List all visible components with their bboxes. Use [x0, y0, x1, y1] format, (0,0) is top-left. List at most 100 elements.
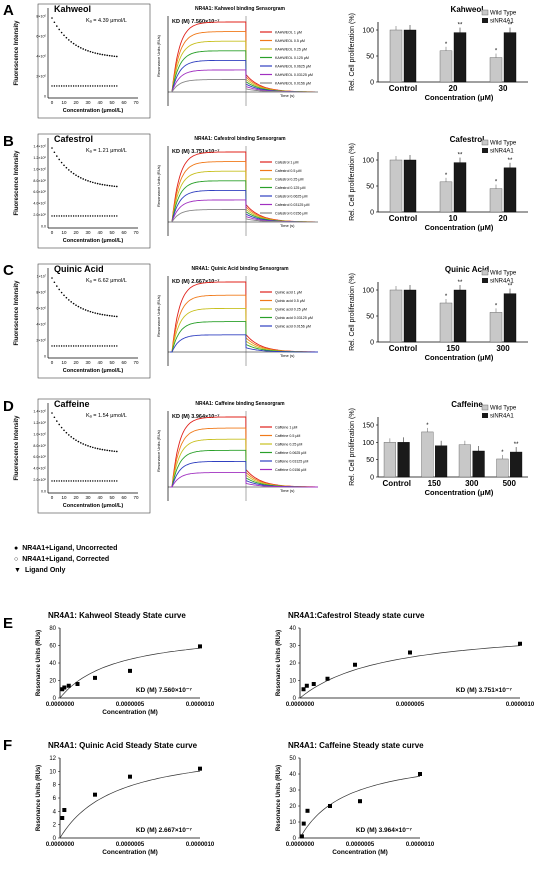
- bar-y-tick-label: 0: [370, 475, 374, 482]
- spr-legend-label: Quinic acid 0.0156 μM: [275, 325, 311, 329]
- steady-y-tick-label: 20: [289, 804, 296, 810]
- bar-sig-si: **: [508, 23, 513, 29]
- fluor-baseline-point: [96, 480, 99, 482]
- bar-sinr4a1: [453, 289, 467, 343]
- panel-letter-f: F: [3, 737, 13, 754]
- spr-title: NR4A1: Caffeine binding Sensorgram: [195, 401, 285, 407]
- bar-category-label: 20: [499, 214, 508, 223]
- steady-y-label: Resonance Units (RUs): [276, 630, 282, 696]
- fluor-baseline-point: [96, 85, 99, 87]
- fluor-point: [104, 54, 106, 56]
- fluor-point: [68, 39, 70, 41]
- fluor-y-tick: 0: [44, 95, 46, 99]
- fluor-baseline-point: [113, 345, 116, 347]
- bar-sig-si: **: [458, 280, 463, 286]
- bar-sig-wt: *: [495, 303, 498, 309]
- steady-data-point: [408, 650, 412, 655]
- steady-y-tick-label: 40: [289, 626, 296, 632]
- fluor-point: [53, 151, 56, 154]
- fluor-y-tick: 2.0×10⁵: [33, 478, 46, 482]
- steady-y-label: Resonance Units (RUs): [36, 765, 42, 831]
- fluor-y-tick: 1.2×10⁶: [33, 421, 46, 425]
- bar-wild-type: [489, 312, 503, 343]
- fluor-point: [53, 281, 56, 284]
- steady-x-label: Concentration (M): [332, 849, 388, 856]
- fluor-x-tick: 0: [51, 360, 54, 365]
- fluor-baseline-point: [82, 85, 84, 87]
- fluor-baseline-point: [77, 345, 80, 347]
- fluor-point: [111, 185, 113, 187]
- legend-si-swatch: [482, 413, 488, 418]
- fluor-point: [82, 443, 84, 445]
- spr-x-label: Time (s): [280, 223, 295, 228]
- fluor-x-tick: 70: [133, 230, 139, 235]
- spr-y-label: Resonance Units (RUs): [156, 294, 161, 337]
- legend-si-label: siNR4A1: [490, 414, 514, 420]
- steady-data-point: [325, 676, 330, 681]
- fluor-baseline-point: [113, 85, 116, 87]
- bar-y-label: Rel. Cell proliferation (%): [349, 273, 356, 351]
- spr-legend-label: KAHWEOL 0.03125 μM: [275, 73, 313, 77]
- fluor-baseline-point: [63, 345, 65, 347]
- fluor-baseline-point: [70, 345, 72, 347]
- fluor-baseline-point: [84, 480, 87, 482]
- steady-curve-2: NR4A1: Quinic Acid Steady State curve 0 2 4…: [36, 741, 215, 856]
- spr-legend-label: Quinic acid 0.5 μM: [275, 299, 305, 303]
- fluor-point: [82, 178, 84, 180]
- steady-y-tick-label: 2: [53, 823, 57, 829]
- fluor-baseline-point: [68, 85, 70, 87]
- fluor-baseline-point: [113, 215, 116, 217]
- fluor-baseline-point: [70, 480, 72, 482]
- bar-y-tick-label: 100: [362, 440, 374, 447]
- fluor-point: [96, 447, 99, 450]
- fluor-baseline-point: [94, 85, 96, 87]
- fluor-x-tick: 40: [97, 360, 103, 365]
- bar-y-label: Rel. Cell proliferation (%): [349, 13, 356, 91]
- fluor-baseline-point: [63, 215, 65, 217]
- fluor-y-tick: 0.0: [41, 225, 46, 229]
- fluor-y-tick: 6×10⁶: [36, 307, 46, 311]
- bar-y-tick-label: 50: [366, 54, 374, 61]
- fluor-baseline-point: [108, 345, 111, 347]
- fluor-point: [106, 184, 108, 187]
- fluor-baseline-point: [53, 480, 56, 482]
- fluor-baseline-point: [80, 480, 82, 482]
- spr-legend-label: Caffeine 0.25 μM: [275, 443, 302, 447]
- steady-data-point: [353, 662, 357, 667]
- legend-si-label: siNR4A1: [490, 19, 514, 25]
- legend-wt-swatch: [481, 9, 489, 16]
- spr-x-label: Time (s): [280, 488, 295, 493]
- spr-legend-label: Caffeine 0.0156 μM: [275, 468, 306, 472]
- bar-wild-type: [439, 181, 453, 213]
- fluor-baseline-point: [87, 480, 89, 482]
- steady-y-tick-label: 10: [289, 820, 296, 826]
- fluor-baseline-point: [65, 215, 68, 217]
- legend-wt-label: Wild Type: [490, 271, 517, 277]
- fluor-point: [63, 429, 65, 432]
- fluor-point: [75, 174, 77, 176]
- steady-data-point: [62, 685, 67, 690]
- legend-si-label: siNR4A1: [490, 279, 514, 285]
- bar-sinr4a1: [472, 450, 485, 478]
- fluor-point: [113, 55, 116, 58]
- fluor-point: [92, 311, 94, 314]
- fluor-point: [60, 161, 63, 164]
- fluor-y-tick: 2×10⁶: [36, 339, 46, 343]
- fluor-point: [72, 172, 75, 175]
- fluor-point: [96, 182, 99, 185]
- bar-category-label: Control: [383, 479, 411, 488]
- fluor-point: [101, 313, 104, 316]
- bar-sinr4a1: [435, 445, 448, 478]
- spr-legend-label: Cafestrol 0.03125 μM: [275, 203, 309, 207]
- steady-x-tick-label: 0.0000010: [186, 842, 215, 848]
- steady-x-tick-label: 0.0000010: [506, 702, 535, 708]
- steady-data-point: [128, 668, 132, 673]
- steady-y-tick-label: 0: [293, 836, 297, 842]
- fluor-baseline-point: [68, 215, 70, 217]
- bar-sinr4a1: [403, 159, 417, 213]
- spr-legend-label: Quinic acid 0.03125 μM: [275, 316, 313, 320]
- fluor-point: [84, 49, 87, 51]
- fluor-point: [58, 423, 60, 426]
- fluor-x-tick: 20: [73, 360, 79, 365]
- fluor-point: [92, 181, 94, 184]
